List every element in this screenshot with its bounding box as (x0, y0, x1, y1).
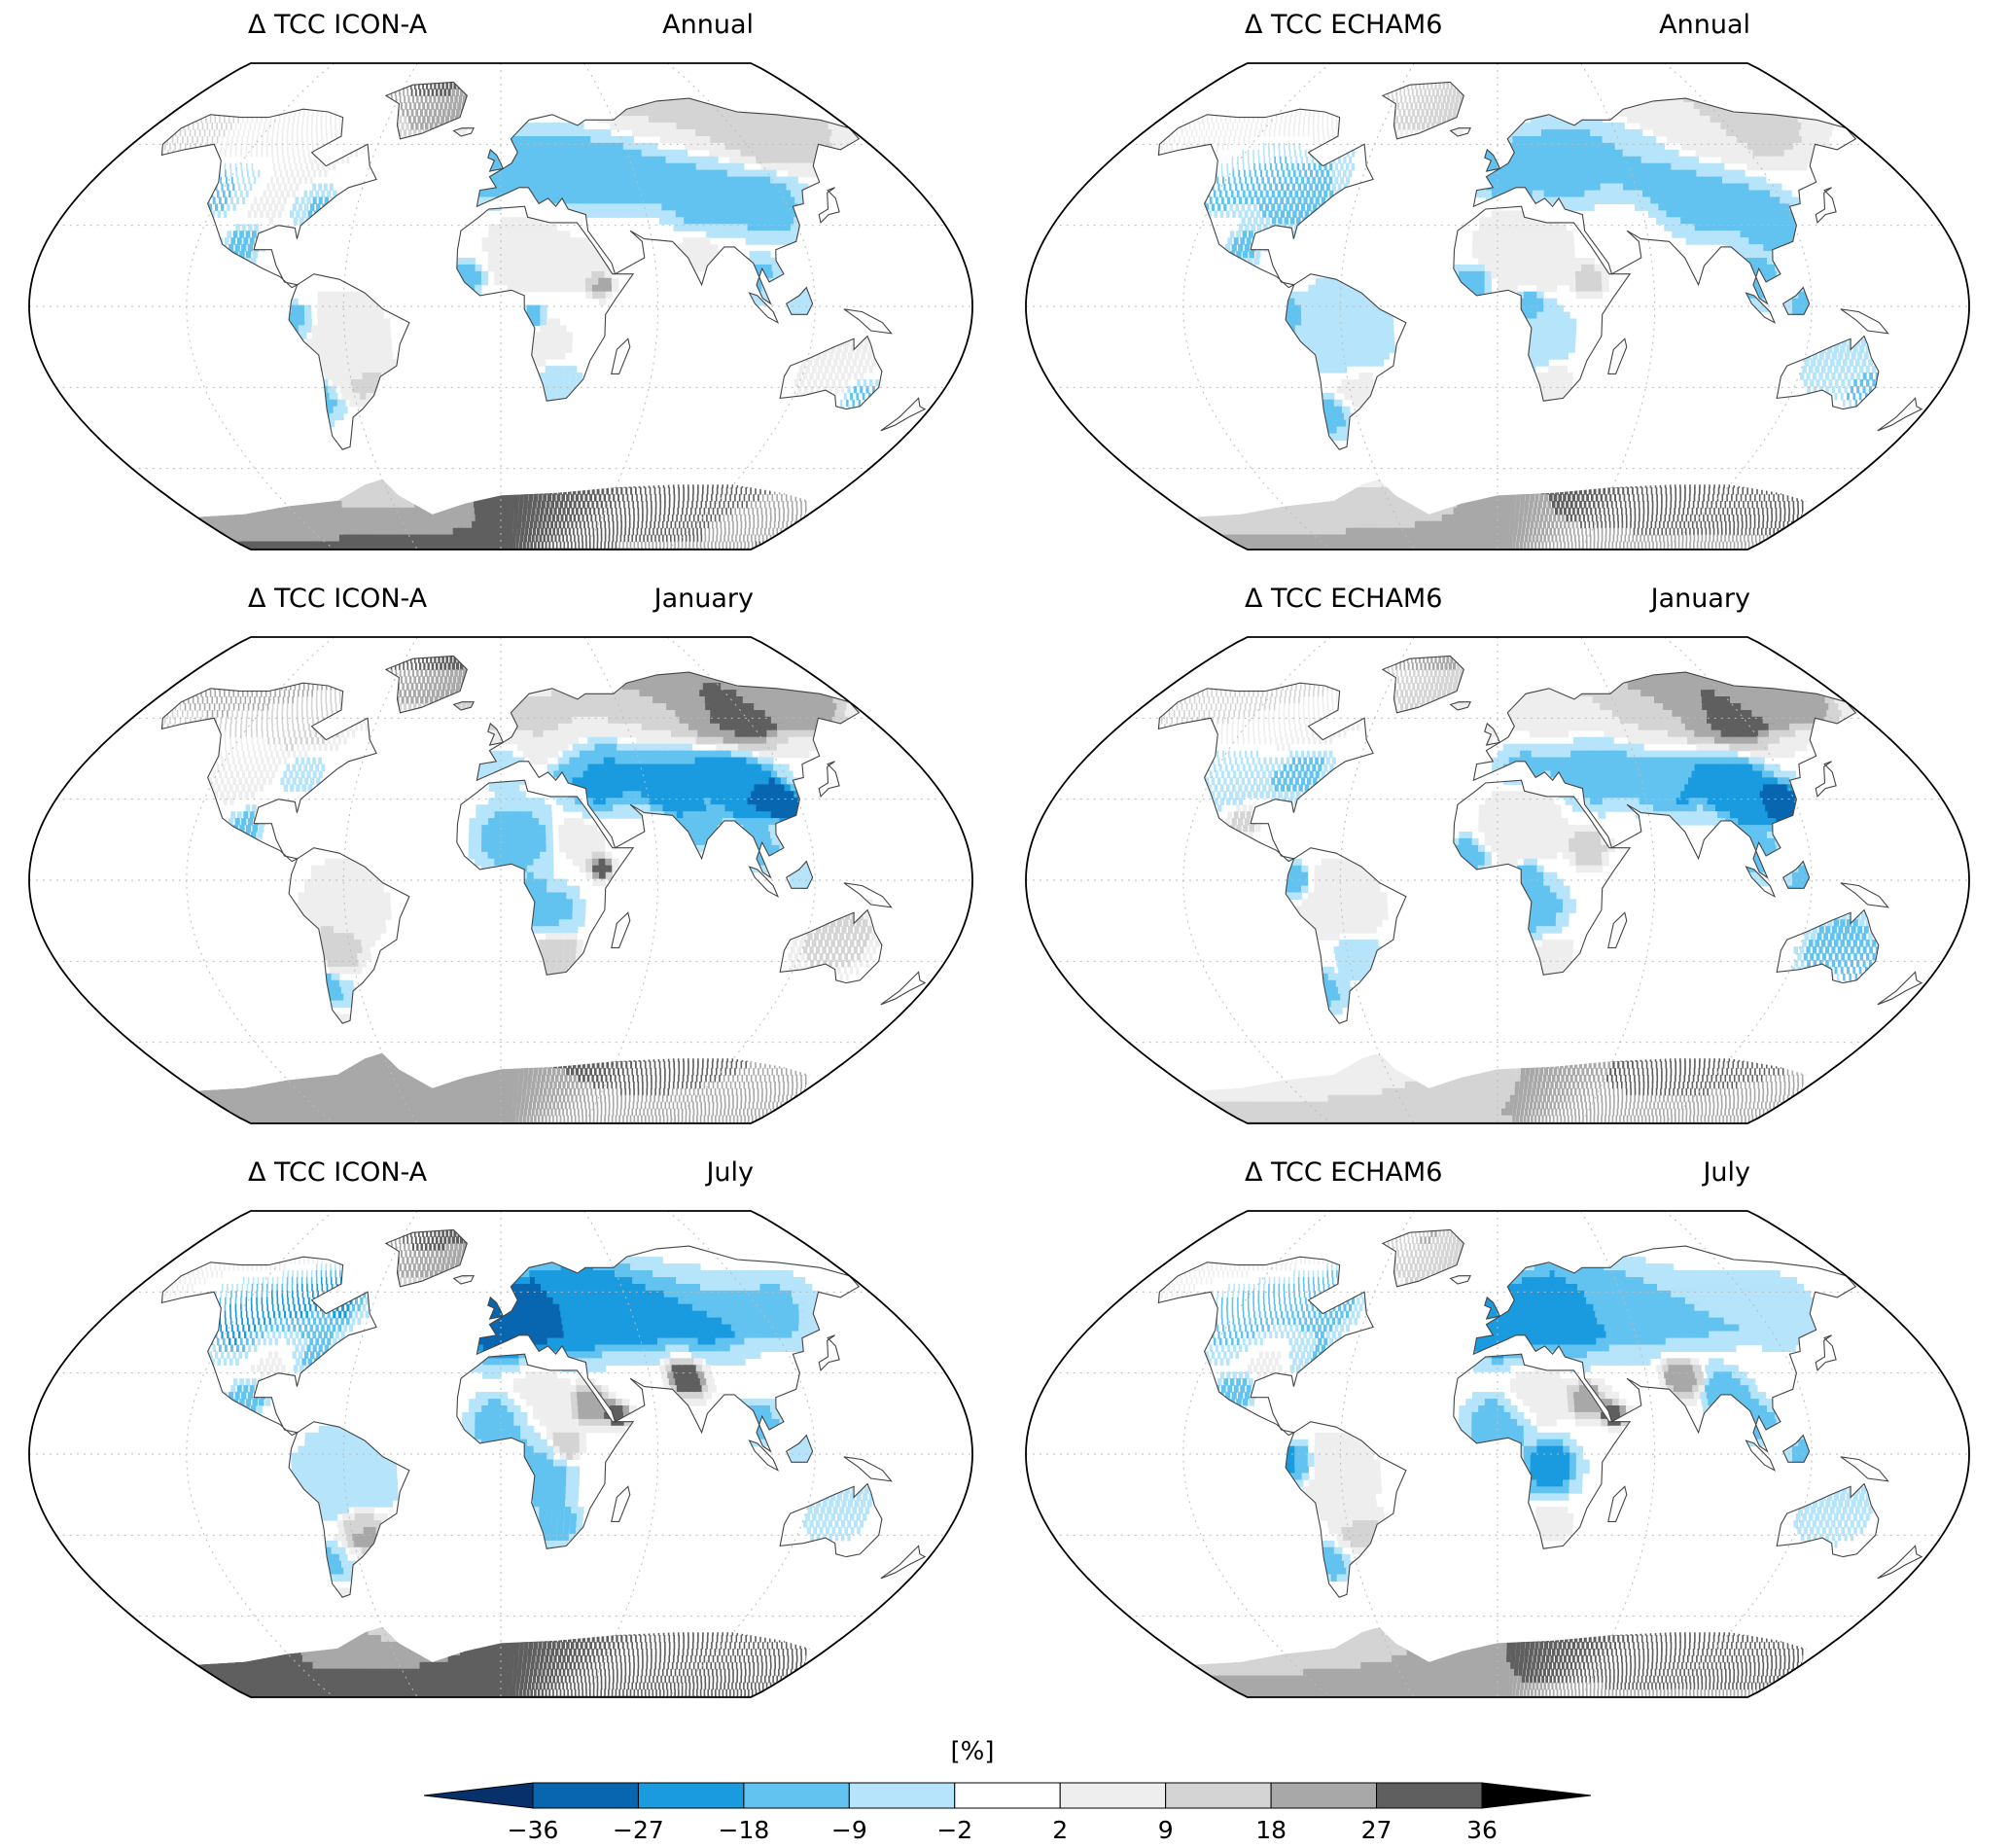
colorbar-swatch (1059, 1782, 1167, 1809)
colorbar-swatch (848, 1782, 956, 1809)
colorbar-tick-label: 27 (1361, 1816, 1393, 1844)
map-frame (28, 636, 973, 1124)
colorbar-swatch (1376, 1782, 1483, 1809)
colorbar-tick-label: −36 (508, 1816, 559, 1844)
colorbar-extend-high (1481, 1782, 1592, 1809)
map-panel-echam-annual: Δ TCC ECHAM6 Annual (1011, 10, 1984, 554)
graticule (1026, 1210, 1969, 1698)
coastlines (160, 81, 927, 450)
world-map (28, 1210, 973, 1698)
panel-season-title: Annual (662, 10, 754, 40)
map-panel-echam-july: Δ TCC ECHAM6 July (1011, 1157, 1984, 1702)
map-panel-icon-july: Δ TCC ICON-A July (15, 1157, 987, 1702)
colorbar-tick-label: −9 (831, 1816, 867, 1844)
colorbar-swatch (1165, 1782, 1272, 1809)
colorbar-tick-label: −18 (718, 1816, 769, 1844)
map-frame (1025, 636, 1970, 1124)
colorbar-tick-label: −27 (613, 1816, 664, 1844)
panel-season-title: January (1651, 584, 1750, 614)
world-map (1025, 636, 1970, 1124)
colorbar-swatch (532, 1782, 639, 1809)
panel-model-title: Δ TCC ICON-A (248, 1157, 427, 1188)
world-map (1025, 1210, 1970, 1698)
graticule (1026, 636, 1969, 1124)
colorbar-tick-label: 36 (1466, 1816, 1498, 1844)
map-frame (1025, 62, 1970, 551)
map-frame (1025, 1210, 1970, 1698)
panel-season-title: January (654, 584, 754, 614)
colorbar-swatch (954, 1782, 1061, 1809)
graticule (29, 636, 972, 1124)
map-panel-icon-january: Δ TCC ICON-A January (15, 584, 987, 1128)
world-map (28, 62, 973, 551)
panel-model-title: Δ TCC ICON-A (248, 584, 427, 614)
panel-season-title: July (1703, 1157, 1750, 1188)
colorbar-swatch (1270, 1782, 1378, 1809)
world-map (28, 636, 973, 1124)
map-panel-echam-january: Δ TCC ECHAM6 January (1011, 584, 1984, 1128)
panel-model-title: Δ TCC ECHAM6 (1245, 584, 1442, 614)
coastlines (160, 655, 927, 1024)
colorbar-tick-label: 9 (1158, 1816, 1174, 1844)
world-map (1025, 62, 1970, 551)
colorbar-tick-label: 2 (1052, 1816, 1068, 1844)
coastlines (1157, 655, 1923, 1024)
panel-model-title: Δ TCC ICON-A (248, 10, 427, 40)
coastlines (1157, 1228, 1923, 1598)
panel-season-title: July (706, 1157, 754, 1188)
graticule (1026, 62, 1969, 551)
colorbar-extend-low (423, 1782, 534, 1809)
map-frame (28, 62, 973, 551)
colorbar-swatch (637, 1782, 745, 1809)
graticule (29, 62, 972, 551)
panel-season-title: Annual (1659, 10, 1750, 40)
panel-model-title: Δ TCC ECHAM6 (1245, 1157, 1442, 1188)
map-panel-icon-annual: Δ TCC ICON-A Annual (15, 10, 987, 554)
colorbar-swatch (743, 1782, 850, 1809)
colorbar-tick-label: 18 (1255, 1816, 1287, 1844)
colorbar-tick-label: −2 (936, 1816, 972, 1844)
coastlines (160, 1228, 927, 1598)
coastlines (1157, 81, 1923, 450)
map-frame (28, 1210, 973, 1698)
colorbar-unit-label: [%] (951, 1737, 995, 1766)
panel-model-title: Δ TCC ECHAM6 (1245, 10, 1442, 40)
graticule (29, 1210, 972, 1698)
